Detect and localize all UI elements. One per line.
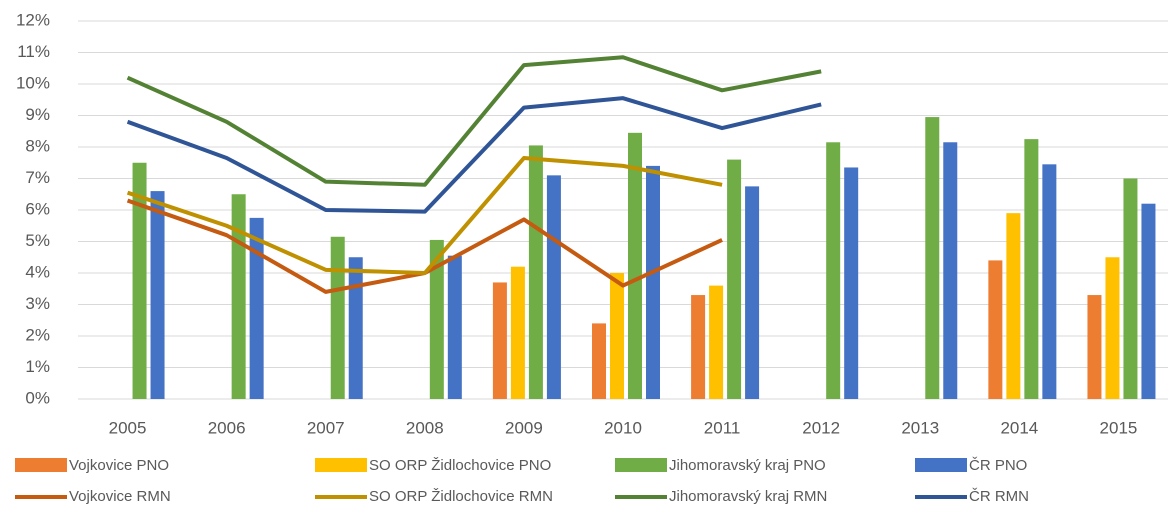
bar — [610, 273, 624, 399]
bar — [988, 260, 1003, 399]
bar — [1024, 139, 1039, 399]
legend-swatch — [15, 458, 67, 472]
bar — [646, 165, 660, 399]
bar — [492, 282, 507, 399]
legend-label: SO ORP Židlochovice PNO — [369, 457, 551, 474]
x-tick-label: 2011 — [704, 418, 741, 437]
y-tick-label: 12% — [16, 10, 50, 29]
bar — [447, 255, 462, 399]
legend-label: ČR RMN — [969, 488, 1029, 505]
bar — [691, 295, 706, 399]
x-tick-label: 2008 — [406, 418, 444, 437]
y-tick-label: 4% — [25, 262, 50, 281]
bar — [1141, 203, 1156, 399]
line-series — [126, 156, 723, 275]
bar — [132, 162, 147, 399]
bar — [429, 239, 444, 399]
bar — [592, 323, 606, 399]
bar — [727, 159, 742, 399]
bar — [943, 142, 958, 399]
bar — [1006, 213, 1021, 399]
legend-label: Jihomoravský kraj RMN — [669, 488, 827, 505]
bar — [925, 117, 940, 399]
legend-label: Jihomoravský kraj PNO — [669, 457, 826, 474]
bar — [510, 266, 525, 399]
y-tick-label: 7% — [25, 168, 50, 187]
bar — [528, 145, 543, 399]
bar — [826, 142, 841, 399]
bar — [330, 236, 345, 399]
legend-label: Vojkovice RMN — [69, 488, 171, 505]
y-tick-label: 3% — [25, 294, 50, 313]
y-tick-label: 11% — [17, 42, 50, 61]
bar — [844, 167, 859, 399]
legend-label: SO ORP Židlochovice RMN — [369, 488, 553, 505]
bar — [231, 194, 246, 399]
legend-swatch — [615, 458, 667, 472]
x-tick-label: 2014 — [1000, 418, 1038, 437]
y-tick-label: 2% — [25, 325, 50, 344]
x-tick-label: 2015 — [1100, 418, 1138, 437]
y-tick-label: 6% — [25, 199, 50, 218]
x-tick-label: 2007 — [307, 418, 345, 437]
bar — [1087, 295, 1102, 399]
x-tick-label: 2013 — [901, 418, 939, 437]
bar — [249, 217, 264, 399]
legend-label: ČR PNO — [969, 457, 1027, 474]
bar — [1105, 257, 1120, 399]
bar — [745, 186, 760, 399]
y-tick-label: 10% — [16, 73, 50, 92]
legend-swatch — [915, 458, 967, 472]
x-tick-label: 2006 — [208, 418, 246, 437]
x-tick-label: 2012 — [802, 418, 840, 437]
y-tick-label: 5% — [25, 231, 50, 250]
x-tick-label: 2010 — [604, 418, 642, 437]
line-series — [126, 55, 822, 187]
bar — [150, 191, 165, 399]
y-tick-label: 1% — [25, 357, 50, 376]
y-tick-label: 8% — [25, 136, 50, 155]
x-tick-label: 2005 — [109, 418, 147, 437]
legend-swatch — [315, 458, 367, 472]
bar — [348, 257, 363, 399]
line-series — [126, 96, 822, 214]
x-tick-label: 2009 — [505, 418, 543, 437]
y-tick-label: 9% — [25, 105, 50, 124]
legend-label: Vojkovice PNO — [69, 457, 169, 474]
bar — [546, 175, 561, 399]
y-tick-label: 0% — [25, 388, 50, 407]
bar — [1042, 164, 1057, 399]
bar — [1123, 178, 1138, 399]
bar — [709, 285, 724, 399]
bar — [628, 132, 642, 399]
